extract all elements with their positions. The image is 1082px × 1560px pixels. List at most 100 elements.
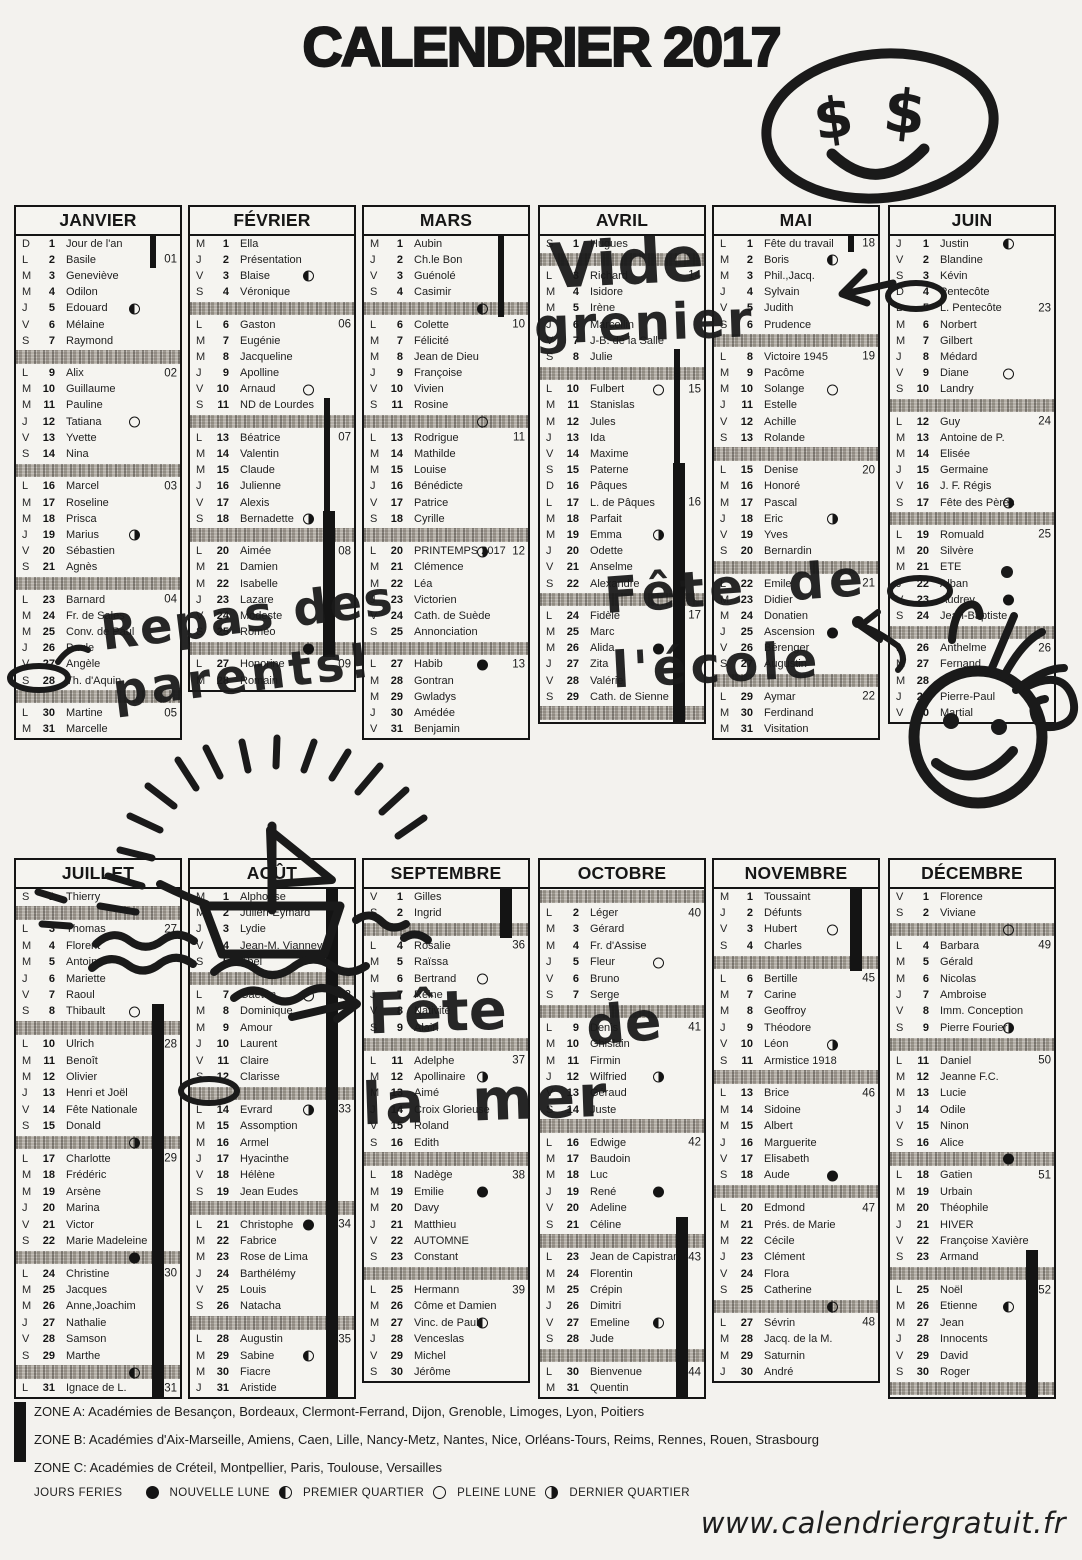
day-letter: V	[22, 1218, 30, 1231]
saint-name: Albert	[764, 1120, 793, 1133]
saint-name: Jean de Dieu	[414, 350, 479, 363]
saint-name: Rolande	[764, 431, 805, 444]
day-letter: M	[720, 253, 730, 266]
week-number: 18	[862, 237, 875, 250]
week-number: 48	[862, 1316, 875, 1329]
saint-name: Martial	[940, 707, 974, 720]
saint-name: Barnard	[66, 593, 106, 606]
day-row: S 18 Bernadette	[190, 511, 354, 527]
saint-name: Yvette	[66, 431, 97, 444]
day-number: 7	[222, 334, 229, 347]
day-row: L 27 Honorine 09	[190, 657, 354, 673]
day-letter: L	[720, 690, 727, 703]
pleine-moon-icon	[827, 384, 838, 396]
day-number: 13	[916, 431, 929, 444]
day-row: M 18 Frédéric	[16, 1168, 180, 1184]
month-fevrier: FÉVRIER M 1 Ella J 2 Présentation V 3 Blaise S 4 Vér…	[188, 205, 356, 692]
day-letter: S	[22, 674, 30, 687]
day-number: 7	[396, 334, 403, 347]
day-number: 22	[566, 577, 579, 590]
day-row: V 3 Hubert	[714, 922, 878, 938]
day-number: 12	[42, 415, 55, 428]
day-number: 22	[390, 1234, 403, 1247]
day-letter: L	[22, 1038, 29, 1051]
day-row: M 24 Fr. de Sales	[16, 608, 180, 624]
saint-name: Barbara	[940, 939, 980, 952]
jours-feries-label: JOURS FERIES	[34, 1486, 123, 1499]
day-number: 15	[390, 1120, 403, 1133]
saint-name: Roseline	[66, 496, 109, 509]
day-number: 13	[42, 1087, 55, 1100]
saint-name: Ninon	[940, 1120, 969, 1133]
saint-name: Ascension	[764, 626, 815, 639]
saint-name: Urbain	[940, 1185, 973, 1198]
day-row: J 9 Françoise	[364, 366, 528, 382]
sunday-shaded-row	[364, 641, 528, 657]
day-letter: V	[22, 1333, 30, 1346]
saint-name: Clarisse	[240, 1070, 280, 1083]
day-row: L 19 Romuald 25	[890, 527, 1054, 543]
saint-name: Landry	[940, 383, 974, 396]
day-letter: V	[896, 367, 904, 380]
day-number: 14	[42, 1103, 55, 1116]
day-number: 18	[740, 512, 753, 525]
day-number: 4	[48, 286, 55, 299]
day-letter: J	[22, 528, 28, 541]
day-letter: V	[896, 1005, 904, 1018]
day-number: 17	[216, 1152, 229, 1165]
day-number: 17	[42, 1152, 55, 1165]
day-letter: M	[896, 1087, 906, 1100]
day-row: M 5 Raïssa	[364, 955, 528, 971]
day-number: 5	[746, 302, 753, 315]
day-number: 22	[390, 577, 403, 590]
saint-name: Basile	[66, 253, 96, 266]
saint-name: Fulbert	[590, 383, 625, 396]
saint-name: Jean	[940, 1316, 964, 1329]
day-row: M 8 Geoffroy	[714, 1004, 878, 1020]
saint-name: Olivier	[66, 1070, 98, 1083]
premier-moon-icon	[477, 303, 488, 315]
day-row: J 16 Julienne	[190, 479, 354, 495]
day-number: 21	[740, 1218, 753, 1231]
day-letter: L	[22, 1382, 29, 1395]
day-row: V 30 Martial	[890, 705, 1054, 721]
day-letter: M	[896, 431, 906, 444]
day-letter: J	[720, 626, 726, 639]
month-title: MARS	[364, 207, 528, 236]
saint-name: Edouard	[66, 302, 108, 315]
day-letter: M	[196, 561, 206, 574]
day-row: M 17 Pascal	[714, 495, 878, 511]
day-row: M 11 Stanislas	[540, 398, 704, 414]
day-row: L 31 Ignace de L. 31	[16, 1381, 180, 1397]
saint-name: Saturnin	[764, 1349, 805, 1362]
saint-name: Victorien	[414, 593, 457, 606]
month-aout: AOÛT M 1 Alphonse M 2 Julien-Eymard J 3 Lydie V 4 Je…	[188, 858, 356, 1400]
day-row: V 23 Audrey	[890, 592, 1054, 608]
day-number: 26	[916, 1300, 929, 1313]
day-row: S 11 Armistice 1918	[714, 1053, 878, 1069]
month-avril: AVRIL S 1 Hugues L 3 Richard 14 M 4 Isidore M 5 Irène…	[538, 205, 706, 724]
day-letter: J	[196, 1152, 202, 1165]
saint-name: Françoise	[414, 367, 463, 380]
day-row: J 14 Odile	[890, 1102, 1054, 1118]
saint-name: Natacha	[240, 1300, 281, 1313]
day-row: S 4 Véronique	[190, 285, 354, 301]
day-number: 10	[566, 1038, 579, 1051]
saint-name: Amédée	[414, 707, 455, 720]
day-row: M 29 Sabine	[190, 1348, 354, 1364]
day-row: L 24 Christine 30	[16, 1266, 180, 1282]
day-number: 8	[746, 1005, 753, 1018]
sunday-shaded-row	[540, 1118, 704, 1134]
day-letter: J	[896, 1333, 902, 1346]
day-number: 7	[572, 334, 579, 347]
day-number: 28	[390, 674, 403, 687]
saint-name: Marthe	[66, 1349, 101, 1362]
day-number: 11	[391, 1054, 403, 1067]
day-row: V 17 Patrice	[364, 495, 528, 511]
saint-name: J-B. de la Salle	[590, 334, 664, 347]
day-row: J 16 Marguerite	[714, 1135, 878, 1151]
school-vacation-bar	[676, 1217, 688, 1398]
day-number: 27	[740, 658, 753, 671]
day-row: J 5 Edouard	[16, 301, 180, 317]
